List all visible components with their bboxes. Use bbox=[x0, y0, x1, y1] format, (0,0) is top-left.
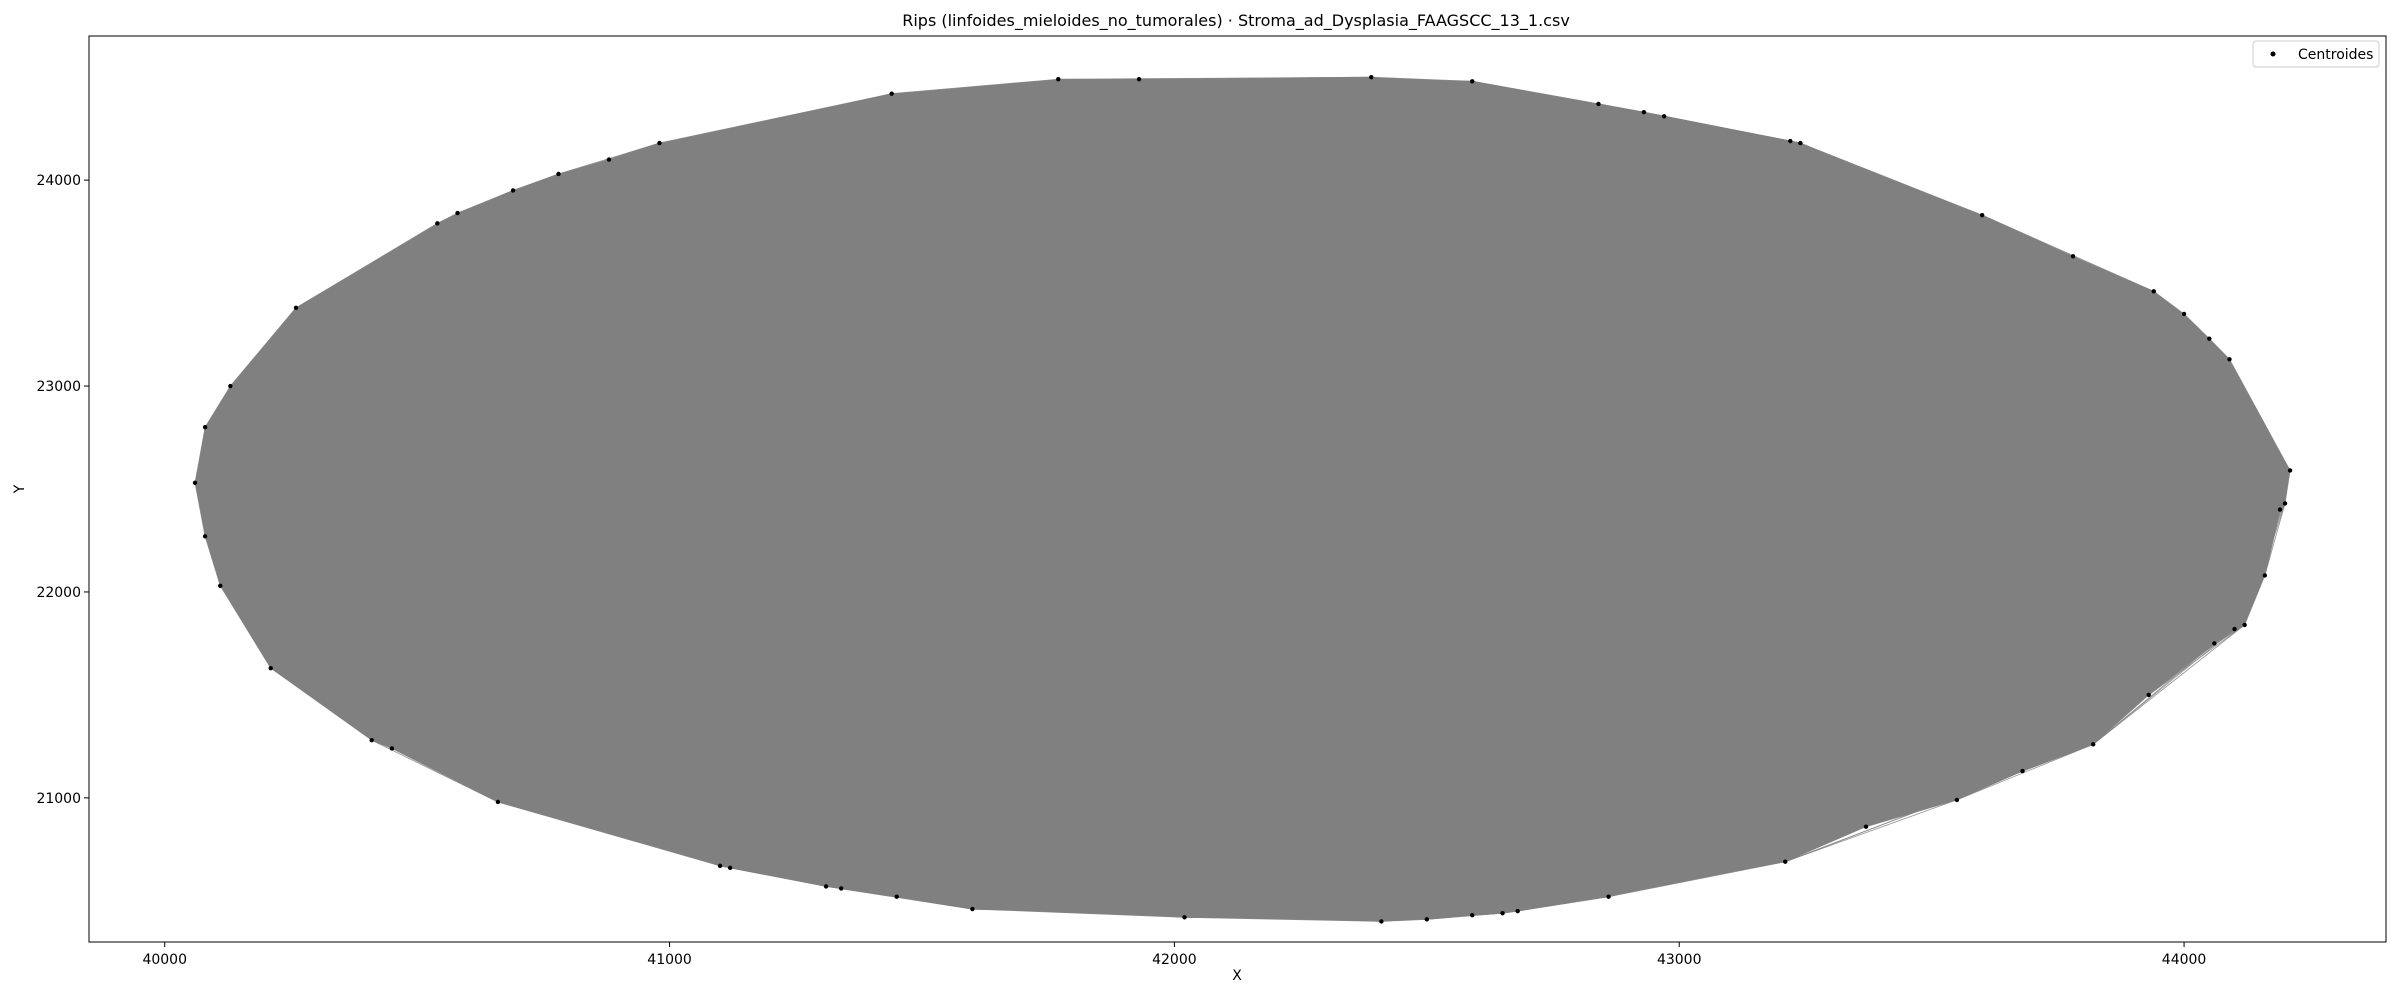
centroid-points bbox=[192, 74, 2293, 924]
y-axis: 21000 22000 23000 24000 bbox=[36, 173, 89, 807]
centroid-point bbox=[1783, 859, 1788, 864]
centroid-point bbox=[1788, 138, 1793, 144]
legend: Centroides bbox=[2252, 40, 2380, 68]
centroid-point bbox=[1424, 917, 1430, 922]
centroid-point bbox=[1136, 77, 1142, 82]
centroid-point bbox=[202, 425, 208, 430]
centroid-point bbox=[389, 746, 395, 751]
centroid-point bbox=[2146, 692, 2151, 698]
centroid-point bbox=[192, 480, 198, 486]
centroid-point bbox=[2262, 573, 2268, 578]
x-tick-label: 43000 bbox=[1657, 952, 1702, 968]
centroid-point bbox=[1606, 894, 1611, 899]
centroid-point bbox=[2282, 501, 2288, 506]
centroid-point bbox=[1470, 913, 1475, 918]
centroid-point bbox=[2090, 742, 2096, 747]
centroid-point bbox=[717, 863, 723, 869]
rips-edge bbox=[891, 78, 1059, 95]
centroid-point bbox=[455, 210, 460, 216]
x-tick-label: 42000 bbox=[1152, 952, 1197, 968]
centroid-point bbox=[2242, 622, 2247, 628]
centroid-point bbox=[1369, 74, 1374, 80]
centroid-point bbox=[839, 886, 844, 891]
y-tick-label: 23000 bbox=[36, 379, 81, 395]
centroid-point bbox=[228, 383, 233, 389]
centroid-point bbox=[218, 583, 223, 588]
centroid-point bbox=[2212, 641, 2217, 646]
rips-edge bbox=[2092, 624, 2245, 745]
rips-edge bbox=[2264, 503, 2286, 576]
rips-edges-dense-fill bbox=[195, 77, 2291, 922]
centroid-point bbox=[2020, 768, 2025, 774]
centroid-point bbox=[1379, 919, 1384, 924]
centroid-point bbox=[495, 799, 501, 805]
centroid-point bbox=[1182, 915, 1187, 920]
centroid-point bbox=[2151, 289, 2156, 294]
y-axis-label: Y bbox=[12, 484, 28, 494]
centroid-point bbox=[2181, 311, 2187, 317]
centroid-point bbox=[369, 738, 374, 743]
centroid-point bbox=[2287, 468, 2293, 473]
plot-frame bbox=[88, 35, 2387, 943]
centroid-point bbox=[606, 157, 612, 162]
x-tick-label: 44000 bbox=[2162, 952, 2207, 968]
centroid-point bbox=[970, 906, 975, 912]
rips-edge bbox=[2092, 628, 2235, 745]
chart-title: Rips (linfoides_mieloides_no_tumorales) … bbox=[902, 11, 1570, 31]
centroid-point bbox=[1863, 824, 1869, 829]
y-tick-label: 24000 bbox=[36, 173, 81, 189]
centroid-point bbox=[510, 188, 516, 193]
y-tick-label: 22000 bbox=[36, 585, 81, 601]
centroid-point bbox=[1596, 101, 1601, 107]
centroid-point bbox=[1661, 114, 1667, 119]
centroid-point bbox=[727, 865, 733, 871]
rips-edge bbox=[1785, 799, 1958, 863]
x-axis: 40000 41000 42000 43000 44000 bbox=[142, 942, 2206, 968]
centroid-point bbox=[1500, 910, 1505, 916]
centroid-point bbox=[2207, 336, 2212, 341]
centroid-point bbox=[823, 884, 829, 889]
centroid-point bbox=[1979, 212, 1985, 218]
y-tick-label: 21000 bbox=[36, 791, 81, 807]
centroid-point bbox=[1798, 140, 1803, 146]
centroid-point bbox=[435, 221, 440, 226]
x-tick-label: 40000 bbox=[142, 952, 187, 968]
centroid-point bbox=[556, 171, 561, 177]
rips-edge bbox=[2214, 624, 2245, 644]
centroid-point bbox=[657, 140, 662, 146]
rips-edge bbox=[2148, 624, 2245, 696]
x-axis-label: X bbox=[1232, 968, 1242, 984]
centroid-point bbox=[202, 534, 208, 539]
centroid-point bbox=[1470, 79, 1475, 84]
centroid-point bbox=[2232, 626, 2237, 632]
centroid-point bbox=[889, 91, 894, 96]
centroid-point bbox=[894, 894, 899, 899]
rips-edge bbox=[1956, 743, 2094, 801]
x-tick-label: 41000 bbox=[647, 952, 692, 968]
rips-edges bbox=[194, 76, 2291, 922]
legend-box bbox=[2252, 40, 2380, 68]
centroid-point bbox=[1515, 908, 1520, 914]
centroid-point bbox=[1056, 77, 1061, 82]
centroid-point bbox=[1954, 797, 1960, 803]
legend-marker bbox=[2270, 51, 2276, 57]
centroid-point bbox=[1641, 109, 1647, 115]
centroid-point bbox=[268, 665, 273, 671]
centroid-point bbox=[2070, 254, 2076, 259]
legend-label: Centroides bbox=[2298, 47, 2373, 63]
centroid-point bbox=[2227, 357, 2232, 362]
centroid-point bbox=[293, 305, 299, 310]
centroid-point bbox=[2277, 507, 2283, 512]
